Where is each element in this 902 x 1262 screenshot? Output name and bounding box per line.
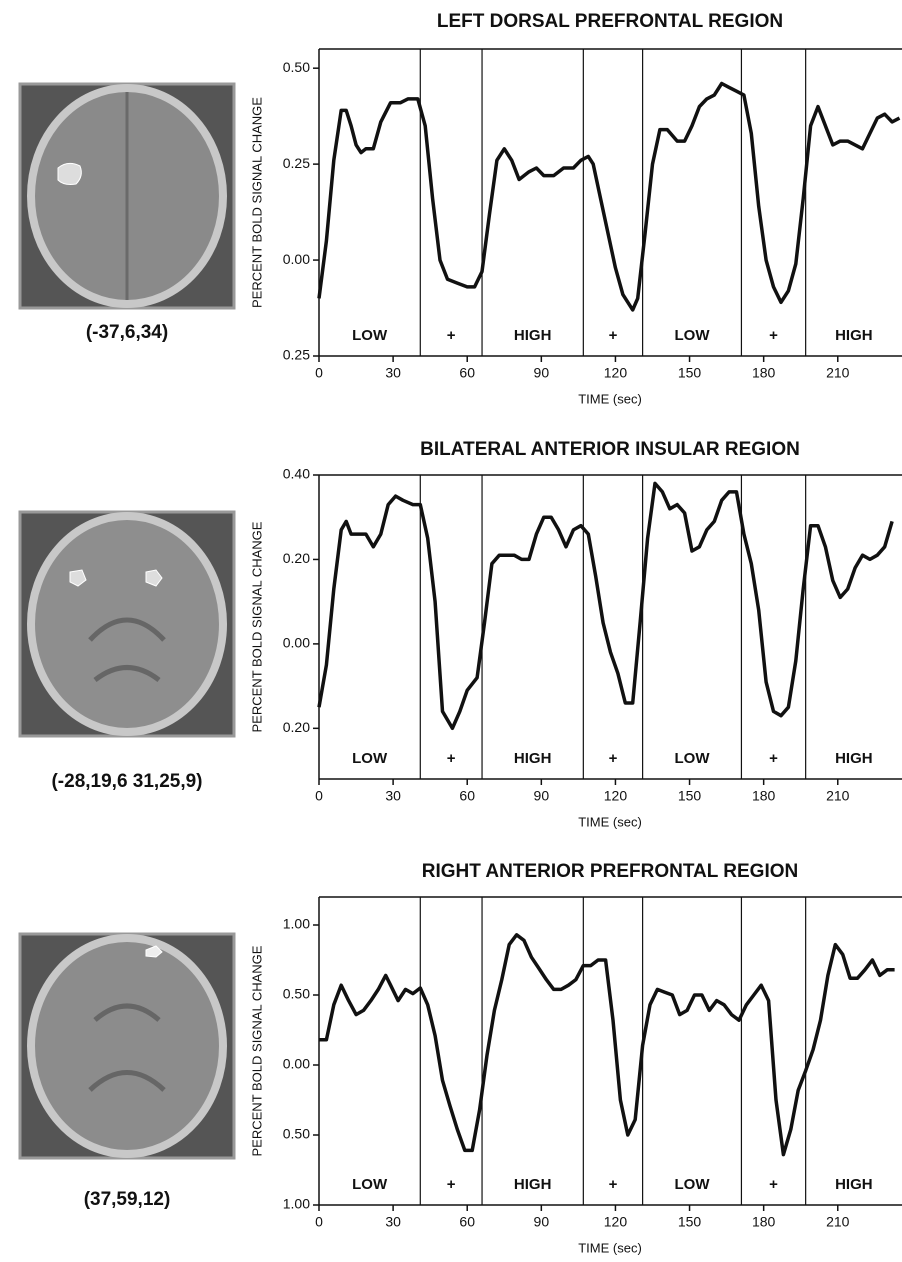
x-tick-label: 150 — [678, 788, 702, 804]
x-tick-label: 120 — [604, 788, 628, 804]
block-label: LOW — [352, 1176, 388, 1193]
data-line — [319, 935, 895, 1155]
block-label: HIGH — [835, 1176, 873, 1193]
block-label: HIGH — [514, 750, 552, 767]
x-tick-label: 180 — [752, 788, 776, 804]
x-tick-label: 0 — [315, 1214, 323, 1230]
x-tick-label: 150 — [678, 365, 702, 381]
x-tick-label: 210 — [826, 365, 850, 381]
y-tick-label: 0.50 — [283, 59, 310, 75]
data-line — [319, 84, 900, 310]
x-tick-label: 30 — [385, 365, 401, 381]
x-tick-label: 120 — [604, 1214, 628, 1230]
y-axis-label: PERCENT BOLD SIGNAL CHANGE — [249, 97, 264, 308]
x-tick-label: 0 — [315, 788, 323, 804]
block-label: LOW — [352, 327, 388, 344]
image-label: (-28,19,6 31,25,9) — [51, 771, 202, 792]
chart-title: RIGHT ANTERIOR PREFRONTAL REGION — [422, 861, 798, 882]
y-tick-label: 0.25 — [283, 347, 310, 363]
x-axis-label: TIME (sec) — [578, 1240, 642, 1255]
y-tick-label: 0.00 — [283, 1056, 310, 1072]
x-tick-label: 90 — [534, 365, 550, 381]
y-tick-label: 0.20 — [283, 550, 310, 566]
x-tick-label: 60 — [459, 1214, 475, 1230]
chart-title: LEFT DORSAL PREFRONTAL REGION — [437, 11, 783, 32]
block-label: LOW — [352, 750, 388, 767]
y-tick-label: 0.50 — [283, 986, 310, 1002]
x-tick-label: 120 — [604, 365, 628, 381]
x-tick-label: 90 — [534, 1214, 550, 1230]
x-tick-label: 60 — [459, 788, 475, 804]
x-tick-label: 0 — [315, 365, 323, 381]
block-label: LOW — [675, 750, 711, 767]
x-tick-label: 210 — [826, 1214, 850, 1230]
block-label: HIGH — [514, 327, 552, 344]
block-label: + — [769, 327, 778, 344]
block-label: + — [609, 327, 618, 344]
block-label: LOW — [675, 1176, 711, 1193]
y-tick-label: 0.25 — [283, 155, 310, 171]
x-tick-label: 210 — [826, 788, 850, 804]
block-label: LOW — [675, 327, 711, 344]
x-axis-label: TIME (sec) — [578, 814, 642, 829]
x-tick-label: 30 — [385, 788, 401, 804]
image-label: (-37,6,34) — [86, 322, 168, 343]
chart-title: BILATERAL ANTERIOR INSULAR REGION — [420, 439, 800, 460]
x-tick-label: 30 — [385, 1214, 401, 1230]
x-tick-label: 180 — [752, 365, 776, 381]
block-label: HIGH — [514, 1176, 552, 1193]
image-label: (37,59,12) — [84, 1189, 171, 1210]
brain-image — [20, 512, 234, 736]
block-label: + — [609, 750, 618, 767]
y-tick-label: 1.00 — [283, 916, 310, 932]
y-tick-label: 0.50 — [283, 1126, 310, 1142]
block-label: HIGH — [835, 750, 873, 767]
brain-image — [20, 84, 234, 308]
block-label: + — [609, 1176, 618, 1193]
x-tick-label: 90 — [534, 788, 550, 804]
block-label: + — [769, 1176, 778, 1193]
x-tick-label: 180 — [752, 1214, 776, 1230]
y-tick-label: 0.00 — [283, 635, 310, 651]
block-label: + — [447, 1176, 456, 1193]
y-tick-label: 0.20 — [283, 719, 310, 735]
y-axis-label: PERCENT BOLD SIGNAL CHANGE — [249, 945, 264, 1156]
x-tick-label: 60 — [459, 365, 475, 381]
brain-image — [20, 934, 234, 1158]
y-tick-label: 0.00 — [283, 251, 310, 267]
block-label: + — [447, 327, 456, 344]
block-label: HIGH — [835, 327, 873, 344]
block-label: + — [447, 750, 456, 767]
y-tick-label: 0.40 — [283, 466, 310, 482]
x-axis-label: TIME (sec) — [578, 391, 642, 406]
y-tick-label: 1.00 — [283, 1196, 310, 1212]
y-axis-label: PERCENT BOLD SIGNAL CHANGE — [249, 521, 264, 732]
figure: (-37,6,34) (-28,19,6 31,25,9) (37,59,12)… — [0, 0, 902, 1257]
x-tick-label: 150 — [678, 1214, 702, 1230]
block-label: + — [769, 750, 778, 767]
